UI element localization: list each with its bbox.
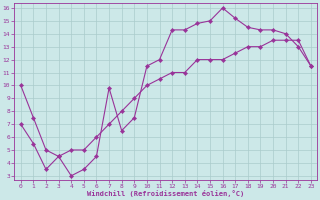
X-axis label: Windchill (Refroidissement éolien,°C): Windchill (Refroidissement éolien,°C) <box>87 190 244 197</box>
